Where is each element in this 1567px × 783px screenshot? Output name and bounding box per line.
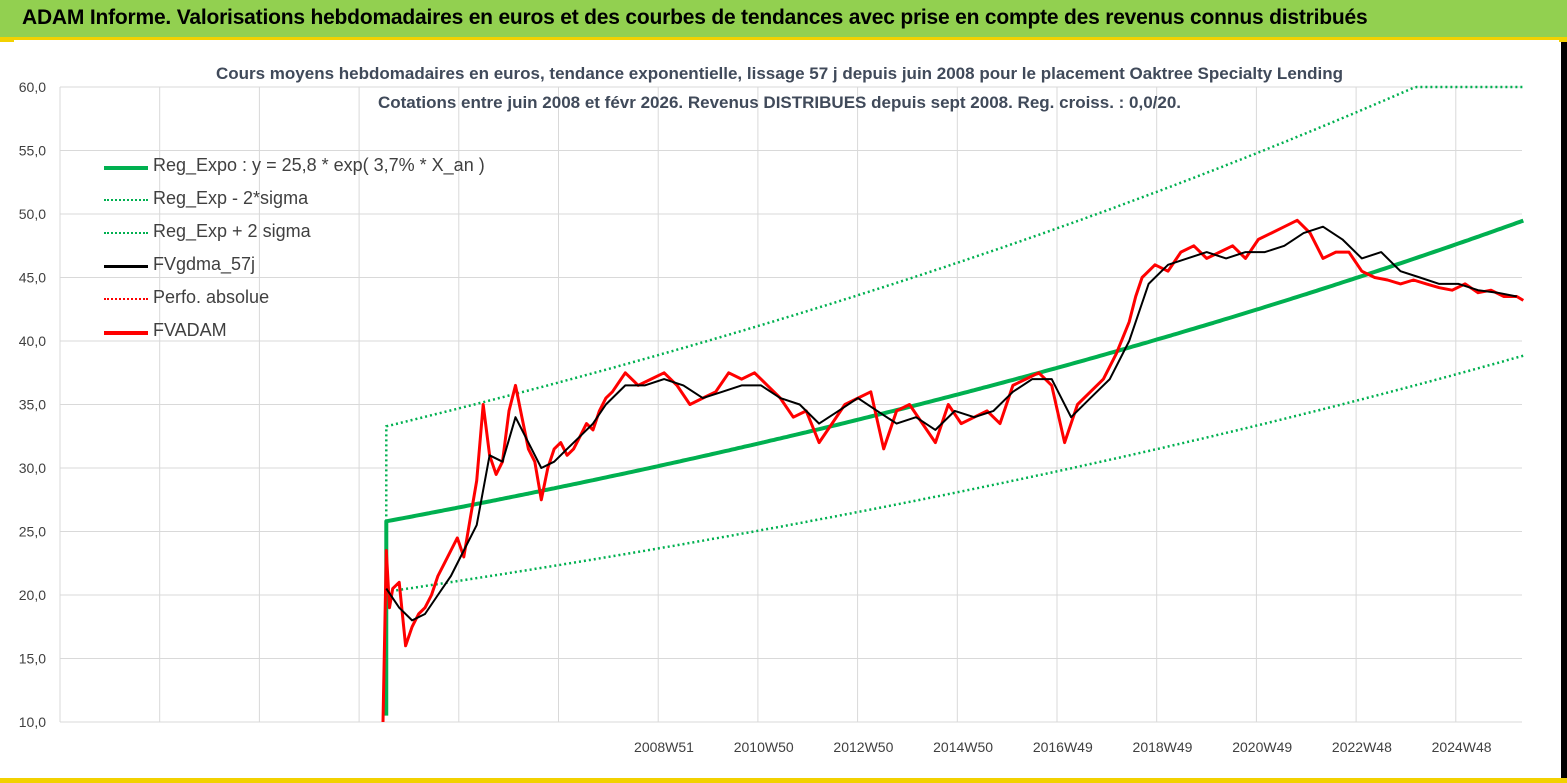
x-tick-label: 2008W51 [634,739,694,755]
corner-accent-right [1559,37,1567,42]
legend-item: Reg_Exp - 2*sigma [100,186,520,219]
y-tick-label: 40,0 [19,333,46,349]
y-tick-label: 60,0 [19,79,46,95]
x-tick-label: 2020W49 [1232,739,1292,755]
legend-swatch [104,331,148,335]
legend-item: FVgdma_57j [100,252,520,285]
legend-swatch [104,298,148,300]
legend-swatch [104,166,148,170]
y-tick-label: 55,0 [19,143,46,159]
legend-label: Reg_Expo : y = 25,8 * exp( 3,7% * X_an ) [153,155,485,175]
y-tick-label: 45,0 [19,270,46,286]
legend-label: Reg_Exp - 2*sigma [153,188,309,208]
x-tick-label: 2022W48 [1332,739,1392,755]
series-reg-expo [384,218,1525,716]
legend-swatch [104,265,148,268]
x-tick-label: 2012W50 [833,739,893,755]
y-tick-label: 50,0 [19,206,46,222]
chart-subtitle: Cotations entre juin 2008 et févr 2026. … [377,93,1182,112]
header-bar: ADAM Informe. Valorisations hebdomadaire… [0,0,1567,40]
chart-legend: Reg_Expo : y = 25,8 * exp( 3,7% * X_an )… [100,153,520,351]
legend-item: Perfo. absolue [100,285,520,318]
page-title: ADAM Informe. Valorisations hebdomadaire… [22,6,1368,29]
legend-label: Reg_Exp + 2 sigma [153,221,311,241]
right-border [1561,42,1567,783]
series-reg-upper [385,85,1524,522]
chart-plot: 10,0 15,0 20,0 25,0 30,0 35,0 40,0 45,0 50,0 55,0… [19,79,1525,755]
legend-label: Perfo. absolue [153,287,270,307]
series-fvadam [381,218,1525,723]
x-tick-label: 2014W50 [933,739,993,755]
x-tick-label: 2016W49 [1033,739,1093,755]
bottom-border [0,778,1567,783]
y-tick-label: 35,0 [19,397,46,413]
legend-swatch [104,199,148,201]
legend-swatch [104,232,148,234]
y-tick-label: 30,0 [19,460,46,476]
legend-item: Reg_Exp + 2 sigma [100,219,520,252]
corner-accent-left [0,37,14,42]
legend-item: FVADAM [100,318,520,351]
x-tick-label: 2024W48 [1432,739,1492,755]
y-tick-label: 15,0 [19,651,46,667]
series-reg-lower [386,354,1524,594]
y-tick-label: 10,0 [19,714,46,730]
chart-title: Cours moyens hebdomadaires en euros, ten… [215,64,1344,83]
series-fvgdma [385,225,1517,622]
legend-item: Reg_Expo : y = 25,8 * exp( 3,7% * X_an ) [100,153,520,186]
x-tick-label: 2018W49 [1133,739,1193,755]
legend-label: FVgdma_57j [153,254,256,274]
y-tick-label: 25,0 [19,524,46,540]
legend-label: FVADAM [153,320,227,340]
y-tick-label: 20,0 [19,587,46,603]
x-tick-label: 2010W50 [734,739,794,755]
